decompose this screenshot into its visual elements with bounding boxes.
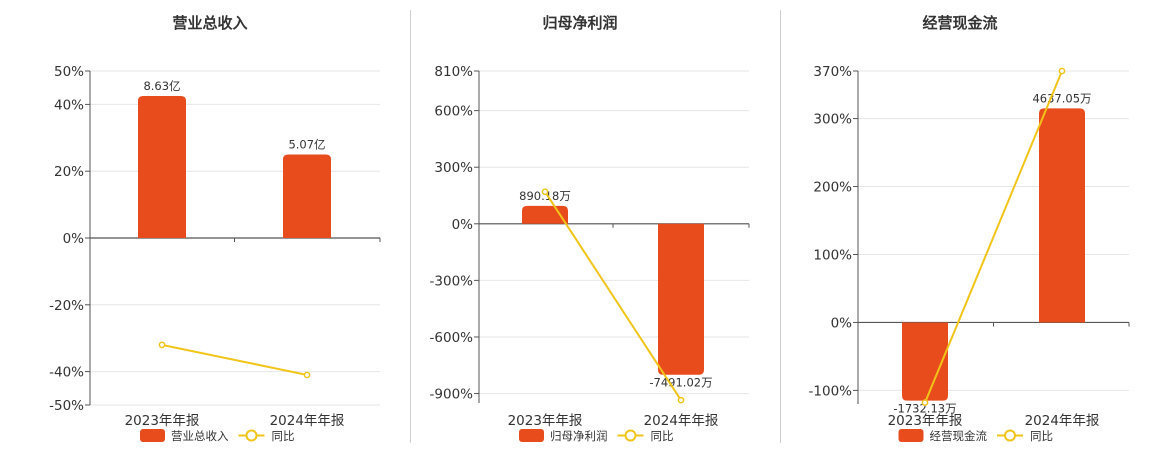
y-tick-label: -20% bbox=[49, 298, 84, 314]
legend-line-marker bbox=[245, 429, 258, 442]
chart-title: 归母净利润 bbox=[542, 14, 618, 32]
y-tick-label: 200% bbox=[813, 180, 852, 196]
y-tick-label: 600% bbox=[434, 104, 473, 120]
data-label: 890.18万 bbox=[519, 189, 571, 203]
legend-bar-swatch bbox=[140, 429, 165, 442]
cash-flow-chart-panel: 经营现金流 370% 300% 200% 100% 0% -100% -1732.13万 46… bbox=[781, 0, 1160, 450]
revenue-chart-panel: 营业总收入 50% 40% 20% 0% -20% -40% -50% 8.63亿 5.07亿 2… bbox=[0, 0, 410, 450]
x-tick-label: 2023年年报 bbox=[125, 413, 200, 429]
legend-label: 经营现金流 bbox=[930, 429, 988, 443]
x-tick-label: 2024年年报 bbox=[644, 413, 719, 429]
legend-label: 同比 bbox=[272, 429, 295, 443]
y-tick-label: -50% bbox=[49, 398, 84, 414]
yoy-point bbox=[921, 399, 929, 406]
legend-label: 营业总收入 bbox=[171, 429, 229, 443]
legend-label: 同比 bbox=[1030, 429, 1053, 443]
yoy-point bbox=[158, 341, 166, 349]
bar bbox=[138, 96, 186, 238]
bar bbox=[1039, 108, 1085, 323]
chart-title: 经营现金流 bbox=[922, 14, 998, 32]
legend-bar-swatch bbox=[519, 429, 544, 442]
panel-divider bbox=[780, 10, 781, 443]
net-profit-chart: 810% 600% 300% 0% -300% -600% -900% 890.18万 -749… bbox=[430, 64, 750, 443]
data-label: 5.07亿 bbox=[288, 138, 325, 152]
y-tick-label: -900% bbox=[430, 387, 474, 403]
net-profit-chart-panel: 归母净利润 810% 600% 300% 0% -300% -600% -900% 890.1… bbox=[411, 0, 780, 450]
y-tick-label: 40% bbox=[54, 97, 84, 113]
yoy-line bbox=[544, 191, 682, 401]
revenue-chart: 50% 40% 20% 0% -20% -40% -50% 8.63亿 5.07亿 2023年年报… bbox=[49, 64, 381, 443]
y-tick-label: -100% bbox=[809, 383, 853, 399]
legend-line-marker bbox=[624, 429, 637, 442]
y-tick-label: 810% bbox=[434, 64, 473, 80]
bar bbox=[902, 322, 948, 401]
data-label: 4637.05万 bbox=[1032, 91, 1091, 105]
data-label: -1732.13万 bbox=[893, 402, 956, 416]
data-label: -7491.02万 bbox=[649, 376, 712, 390]
yoy-point bbox=[1058, 67, 1066, 75]
x-tick-label: 2024年年报 bbox=[1025, 413, 1100, 429]
y-tick-label: -300% bbox=[430, 273, 474, 289]
y-tick-label: -600% bbox=[430, 330, 474, 346]
yoy-line bbox=[924, 70, 1063, 404]
y-tick-label: 300% bbox=[434, 160, 473, 176]
yoy-point bbox=[677, 396, 685, 404]
legend-line-marker bbox=[1004, 429, 1016, 442]
y-tick-label: 0% bbox=[831, 315, 853, 331]
bar bbox=[658, 223, 704, 375]
yoy-line bbox=[161, 343, 308, 376]
x-tick-label: 2023年年报 bbox=[508, 413, 583, 429]
legend-label: 同比 bbox=[651, 429, 674, 443]
legend-bar-swatch bbox=[898, 429, 924, 442]
legend-label: 归母净利润 bbox=[550, 429, 608, 443]
x-tick-label: 2024年年报 bbox=[270, 413, 345, 429]
chart-title: 营业总收入 bbox=[172, 14, 248, 32]
bar bbox=[283, 154, 331, 238]
yoy-point bbox=[541, 188, 549, 196]
y-tick-label: 300% bbox=[813, 112, 852, 128]
yoy-point bbox=[303, 371, 311, 379]
y-tick-label: 50% bbox=[54, 64, 84, 80]
y-tick-label: 20% bbox=[54, 164, 84, 180]
y-tick-label: 0% bbox=[452, 217, 474, 233]
y-tick-label: 100% bbox=[813, 247, 852, 263]
y-tick-label: 0% bbox=[63, 231, 85, 247]
cash-flow-chart: 370% 300% 200% 100% 0% -100% -1732.13万 4637.05万… bbox=[809, 64, 1130, 443]
x-tick-label: 2023年年报 bbox=[888, 413, 963, 429]
y-tick-label: -40% bbox=[49, 365, 84, 381]
y-tick-label: 370% bbox=[813, 64, 852, 80]
data-label: 8.63亿 bbox=[143, 79, 180, 93]
panel-divider bbox=[410, 10, 411, 443]
